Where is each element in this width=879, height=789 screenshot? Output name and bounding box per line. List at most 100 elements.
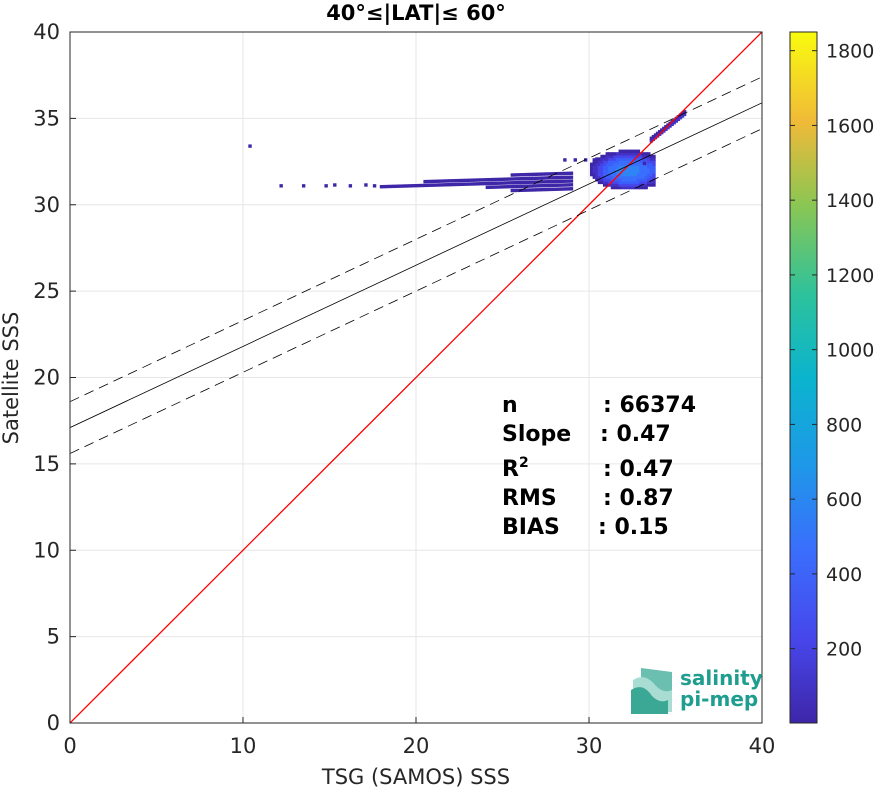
regression-line [70,102,762,428]
density-cell [602,154,607,159]
colorbar [789,31,818,724]
density-cell [613,167,617,172]
density-cell [642,161,647,166]
density-cell [651,137,656,141]
density-cell [501,185,505,189]
density-cell [621,185,625,190]
density-cell [628,149,633,153]
density-cell [507,181,511,185]
density-cell [618,175,622,179]
density-cell [623,178,628,182]
density-cell [504,181,508,185]
density-cell [636,185,641,190]
density-cell [595,162,599,166]
density-cell [649,136,654,141]
stat-label: Slope [502,422,571,447]
density-cell [407,184,412,188]
density-cell [600,178,604,182]
density-cell [639,162,643,166]
density-cell [623,154,628,159]
density-cell [626,167,630,172]
colorbar-tick-label: 1200 [826,265,874,287]
density-cell [623,185,628,190]
density-cell [547,172,552,176]
density-cell [301,184,306,188]
density-cell [668,124,672,128]
density-cell [641,183,646,187]
density-cell [610,157,615,161]
density-cell [623,180,628,185]
density-cell [526,184,530,188]
density-cell [655,131,660,136]
density-cell [628,178,633,182]
density-cell [442,183,446,187]
density-cell [510,177,514,181]
density-cell [566,175,571,180]
density-cell [610,159,615,164]
density-cell [621,149,625,153]
density-cell [595,157,599,161]
density-cell [541,176,546,180]
density-cell [618,149,622,153]
density-cell [621,159,625,164]
density-cell [600,162,604,166]
x-axis-label: TSG (SAMOS) SSS [321,765,510,789]
density-cell [429,179,434,184]
density-cell [608,170,612,174]
density-cell [602,183,607,187]
colorbar-tick-label: 1400 [826,190,874,212]
density-cell [631,159,635,164]
density-cell [634,167,638,172]
density-cell [621,165,625,169]
density-cell [618,162,622,166]
density-cell [547,179,552,184]
density-cell [566,171,571,176]
density-cell [554,175,558,180]
y-tick-label: 20 [33,366,60,390]
density-cell [566,187,571,191]
density-cell [636,149,641,153]
density-cell [513,184,518,189]
density-cell [680,111,685,116]
density-cell [600,157,604,161]
density-cell [526,180,530,185]
density-cell [488,177,493,182]
density-cell [401,184,405,188]
density-cell [600,154,604,159]
density-cell [592,167,596,172]
density-cell [649,180,654,185]
density-cell [491,181,496,186]
density-cell [463,182,468,186]
density-cell [647,172,651,177]
density-cell [451,182,455,187]
density-cell [672,120,676,125]
density-cell [631,180,635,185]
density-cell [605,167,609,172]
density-cell [621,183,625,187]
density-cell [610,178,615,182]
density-cell [595,175,599,179]
density-cell [279,184,283,188]
density-cell [626,165,630,169]
density-cell [621,178,625,182]
stat-value: : 0.47 [600,422,671,447]
stat-label: R2 [502,455,529,482]
density-cell [628,165,633,169]
density-cell [608,178,612,182]
density-cell [647,162,651,166]
density-cell [631,175,635,179]
density-cell [631,178,635,182]
density-cell [634,172,638,177]
density-cell [523,188,527,192]
density-cell [513,188,518,193]
density-cell [610,172,615,177]
colorbar-tick-label: 1800 [826,41,874,63]
density-cell [644,159,648,164]
density-cell [602,159,607,164]
density-cell [647,178,651,182]
density-cell [535,188,539,192]
density-cell [613,152,617,156]
density-cell [676,115,681,119]
density-cell [615,157,620,161]
density-cell [628,183,633,187]
